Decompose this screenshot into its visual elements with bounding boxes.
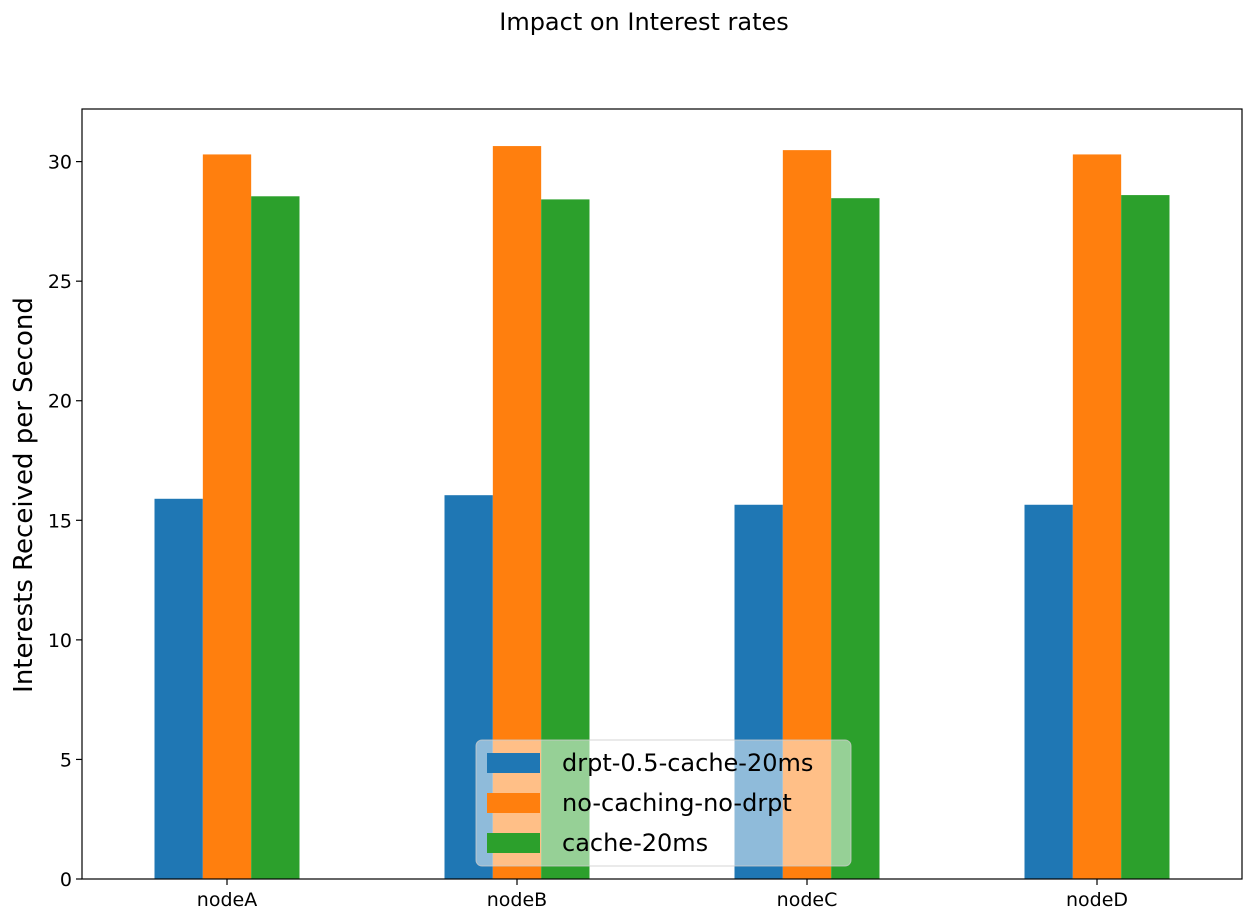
chart-title: Impact on Interest rates [499, 8, 789, 36]
x-tick-label: nodeD [1066, 889, 1128, 911]
legend-box [475, 739, 852, 867]
x-axis: nodeA nodeB nodeC nodeD [197, 879, 1128, 911]
bar-nodeD-no-caching-no-drpt [1072, 154, 1122, 879]
plot-frame [81, 108, 1243, 880]
bar-nodeA-cache-20ms [251, 196, 300, 880]
y-tick-label: 30 [48, 152, 72, 174]
y-axis-label: Interests Received per Second [9, 297, 39, 693]
x-tick-label: nodeC [777, 889, 838, 911]
bar-nodeD-cache-20ms [1121, 195, 1170, 879]
y-tick-label: 10 [48, 630, 72, 652]
legend-swatch [487, 753, 540, 773]
legend-swatch [487, 833, 540, 853]
y-tick-label: 5 [60, 749, 72, 771]
bar-nodeD-drpt-0.5-cache-20ms [1024, 504, 1073, 879]
y-tick-label: 0 [60, 869, 72, 891]
y-axis: 0 5 10 15 20 25 30 [48, 152, 82, 891]
x-tick-label: nodeA [197, 889, 257, 911]
legend-label: no-caching-no-drpt [562, 789, 792, 817]
y-tick-label: 20 [48, 391, 72, 413]
legend-label: drpt-0.5-cache-20ms [562, 749, 813, 777]
bar-nodeA-drpt-0.5-cache-20ms [154, 498, 203, 879]
x-tick-label: nodeB [487, 889, 547, 911]
legend-label: cache-20ms [562, 829, 708, 857]
legend-swatch [487, 793, 540, 813]
legend: drpt-0.5-cache-20ms no-caching-no-drpt cac… [475, 739, 852, 867]
bar-nodeA-no-caching-no-drpt [202, 154, 252, 879]
y-tick-label: 25 [48, 271, 72, 293]
y-tick-label: 15 [48, 510, 72, 532]
